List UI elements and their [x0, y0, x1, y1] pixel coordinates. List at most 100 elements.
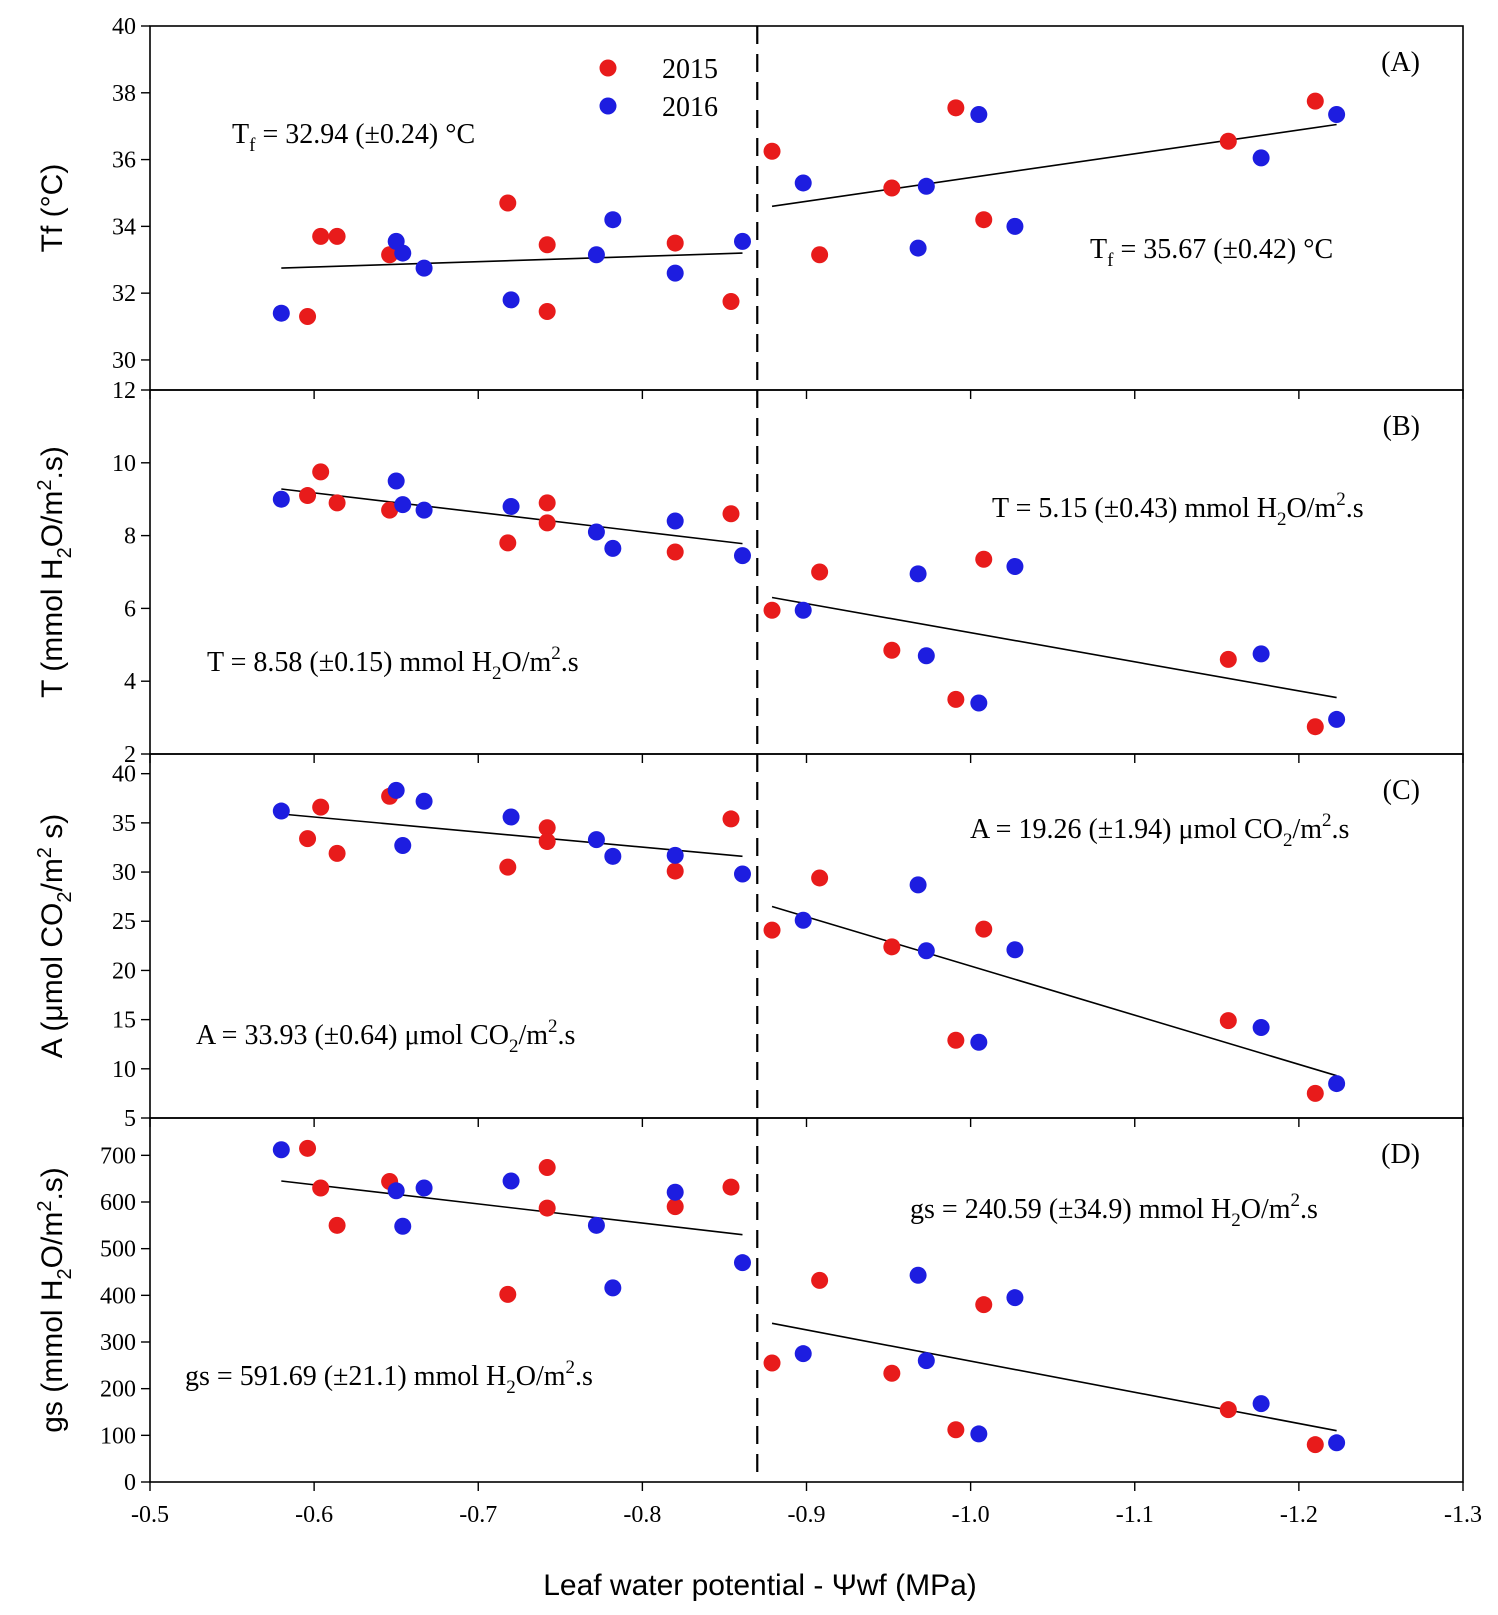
data-point-2015 [538, 494, 556, 512]
y-tick-label: 8 [124, 524, 136, 550]
data-point-2015 [328, 1216, 346, 1234]
panel-frame [149, 389, 1464, 755]
data-point-2015 [312, 463, 330, 481]
data-point-2016 [387, 1182, 405, 1200]
legend-label-2016: 2016 [662, 92, 718, 123]
data-point-2016 [272, 490, 290, 508]
data-point-2015 [538, 1199, 556, 1217]
data-point-2015 [975, 211, 993, 229]
annotation-c-left: A = 33.93 (±0.64) μmol CO2/m2.s [196, 1016, 575, 1057]
y-tick-label: 400 [100, 1283, 136, 1309]
x-tick-label: -0.9 [788, 1502, 826, 1528]
legend-marker-2015 [599, 59, 617, 77]
y-tick-label: 36 [112, 148, 136, 174]
data-point-2015 [1306, 92, 1324, 110]
data-point-2015 [312, 227, 330, 245]
data-point-2015 [1306, 718, 1324, 736]
data-point-2015 [975, 920, 993, 938]
data-point-2016 [1252, 1018, 1270, 1036]
y-tick-label: 40 [112, 14, 136, 40]
data-point-2016 [917, 177, 935, 195]
data-point-2015 [499, 534, 517, 552]
y-tick-label: 20 [112, 958, 136, 984]
data-point-2015 [763, 1354, 781, 1372]
x-tick-label: -0.6 [295, 1502, 333, 1528]
y-tick-label: 500 [100, 1237, 136, 1263]
data-point-2016 [502, 1172, 520, 1190]
data-point-2016 [272, 304, 290, 322]
data-point-2015 [538, 303, 556, 321]
data-point-2015 [499, 194, 517, 212]
data-point-2016 [502, 808, 520, 826]
data-point-2016 [794, 911, 812, 929]
panel-3: 0 100 200 300 400 500 600 700 (D) gs (mmol H2O/m2… [34, 1117, 1482, 1528]
panel-frame [149, 753, 1464, 1119]
data-point-2016 [272, 802, 290, 820]
data-point-2016 [587, 246, 605, 264]
data-point-2016 [604, 539, 622, 557]
regression-line [771, 905, 1337, 1077]
y-tick-label: 40 [112, 762, 136, 788]
data-point-2016 [666, 1183, 684, 1201]
data-point-2015 [328, 844, 346, 862]
data-point-2016 [733, 1254, 751, 1272]
data-point-2016 [415, 792, 433, 810]
data-point-2016 [733, 232, 751, 250]
y-tick-label: 30 [112, 860, 136, 886]
data-point-2015 [1306, 1084, 1324, 1102]
annotation-a-right: Tf = 35.67 (±0.42) °C [1090, 234, 1333, 271]
y-tick-label: 30 [112, 348, 136, 374]
data-point-2015 [312, 1179, 330, 1197]
data-point-2016 [1006, 941, 1024, 959]
y-tick-label: 12 [112, 378, 136, 404]
y-tick-label: 5 [124, 1106, 136, 1132]
y-tick-label: 600 [100, 1190, 136, 1216]
data-point-2015 [538, 1158, 556, 1176]
x-tick-label: -0.5 [131, 1502, 169, 1528]
x-tick-label: -1.0 [952, 1502, 990, 1528]
data-point-2015 [666, 543, 684, 561]
data-point-2016 [587, 831, 605, 849]
data-point-2015 [312, 798, 330, 816]
data-point-2016 [1006, 558, 1024, 576]
data-point-2016 [1006, 1289, 1024, 1307]
y-tick-label: 32 [112, 281, 136, 307]
data-point-2015 [883, 938, 901, 956]
regression-line [281, 252, 743, 269]
x-tick-label: -0.7 [459, 1502, 497, 1528]
data-point-2016 [1252, 645, 1270, 663]
data-point-2016 [502, 291, 520, 309]
data-point-2015 [1219, 1012, 1237, 1030]
data-point-2015 [763, 142, 781, 160]
data-point-2016 [909, 239, 927, 257]
data-point-2015 [975, 1296, 993, 1314]
data-point-2016 [909, 565, 927, 583]
data-point-2015 [299, 487, 317, 505]
data-point-2015 [763, 601, 781, 619]
data-point-2016 [666, 264, 684, 282]
data-point-2015 [883, 641, 901, 659]
y-tick-label: 300 [100, 1330, 136, 1356]
data-point-2015 [947, 1031, 965, 1049]
x-tick-label: -0.8 [623, 1502, 661, 1528]
y-tick-label: 10 [112, 451, 136, 477]
data-point-2016 [387, 781, 405, 799]
regression-line [281, 488, 743, 545]
data-point-2015 [811, 563, 829, 581]
y-axis-label: Tf (°C) [36, 164, 69, 253]
data-point-2016 [794, 601, 812, 619]
data-point-2016 [917, 942, 935, 960]
x-tick-label: -1.1 [1116, 1502, 1154, 1528]
data-point-2016 [394, 836, 412, 854]
panel-1: 2 4 6 8 10 12 (B) T (mmol H2O/m2.s) [34, 378, 1464, 768]
data-point-2015 [811, 869, 829, 887]
y-tick-label: 4 [124, 669, 136, 695]
panel-label: (B) [1383, 411, 1420, 442]
data-point-2015 [1219, 132, 1237, 150]
annotation-d-left: gs = 591.69 (±21.1) mmol H2O/m2.s [185, 1357, 593, 1398]
data-point-2016 [970, 1033, 988, 1051]
y-tick-label: 25 [112, 909, 136, 935]
data-point-2015 [381, 501, 399, 519]
panel-frame [149, 25, 1464, 391]
